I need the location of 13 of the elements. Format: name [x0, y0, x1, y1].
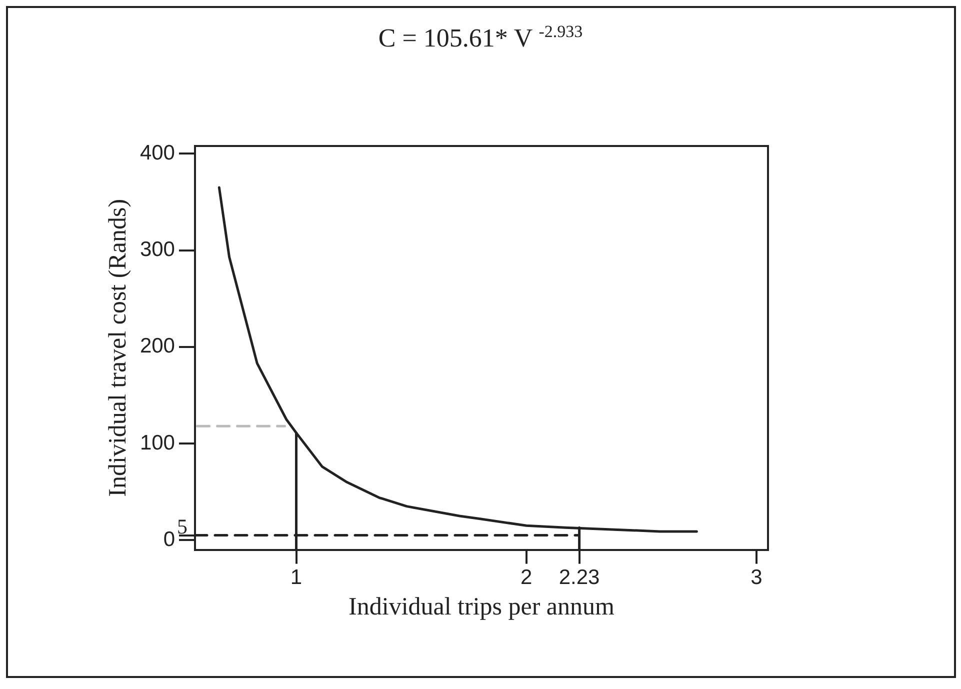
text: 5 [177, 514, 188, 538]
y-tick-label: 0 [163, 528, 175, 551]
y-tick-label: 200 [140, 334, 175, 358]
x-tick-label: 2 [520, 566, 532, 590]
y-axis-title: Individual travel cost (Rands) [104, 198, 132, 497]
y-tick-label: 100 [140, 431, 175, 454]
x-tick-label: 1 [290, 566, 302, 590]
chart-title: C = 105.61* V $^{-2.933}$ [377, 22, 584, 54]
y-tick-label: 300 [140, 238, 175, 262]
y-tick-label: 400 [140, 142, 175, 165]
x-tick-label: 2.23 [558, 566, 600, 590]
x-axis-title: Individual trips per annum [348, 594, 616, 621]
x-tick-label: 3 [750, 566, 762, 590]
